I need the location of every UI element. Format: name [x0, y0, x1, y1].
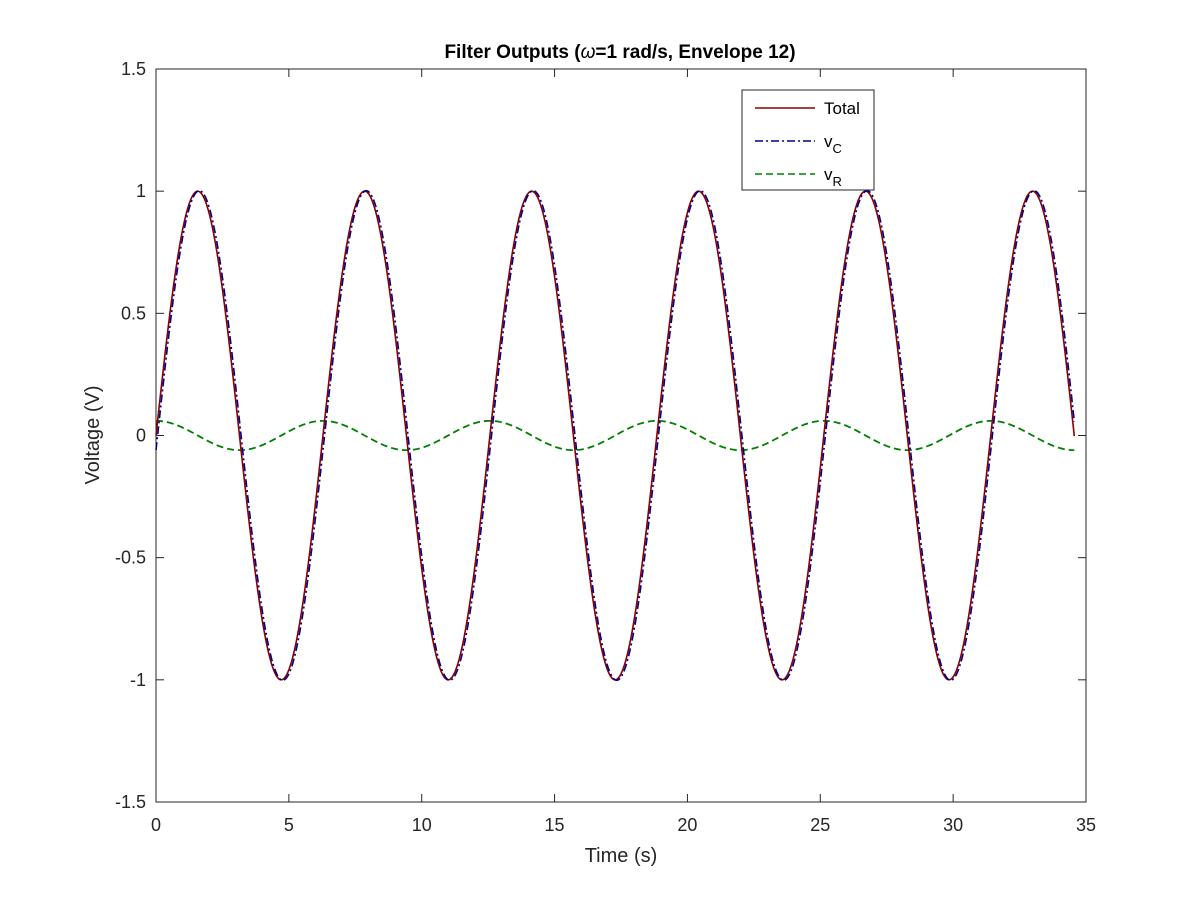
x-tick-label: 15 — [545, 815, 565, 835]
y-tick-label: 0 — [136, 426, 146, 446]
x-tick-label: 20 — [677, 815, 697, 835]
y-tick-label: -1.5 — [115, 792, 146, 812]
y-tick-label: 1 — [136, 181, 146, 201]
y-tick-label: -0.5 — [115, 548, 146, 568]
x-tick-label: 5 — [284, 815, 294, 835]
y-tick-label: 1.5 — [121, 59, 146, 79]
x-tick-label: 10 — [412, 815, 432, 835]
series-line-v-c — [155, 189, 1076, 682]
x-tick-label: 35 — [1076, 815, 1096, 835]
legend-box — [741, 89, 875, 191]
chart-title: Filter Outputs (ω=1 rad/s, Envelope 12) — [444, 42, 795, 63]
ticks: 0 5 10 15 20 25 30 35 -1.5 -1 -0.5 0 0.5 1 1.5 — [115, 59, 1096, 835]
y-tick-label: -1 — [130, 670, 146, 690]
y-axis-label: Voltage (V) — [82, 386, 104, 485]
series-lines — [155, 189, 1076, 682]
y-tick-label: 0.5 — [121, 303, 146, 323]
x-tick-label: 0 — [151, 815, 161, 835]
series-line-v-r — [155, 419, 1075, 452]
x-tick-label: 25 — [810, 815, 830, 835]
legend-label: Total — [824, 99, 860, 118]
x-axis-label: Time (s) — [585, 845, 658, 867]
plot-area — [155, 68, 1087, 803]
legend-label: vR — [824, 165, 842, 189]
legend-label: vC — [824, 132, 842, 156]
x-tick-label: 30 — [943, 815, 963, 835]
legend: Total vC vR — [741, 89, 875, 191]
